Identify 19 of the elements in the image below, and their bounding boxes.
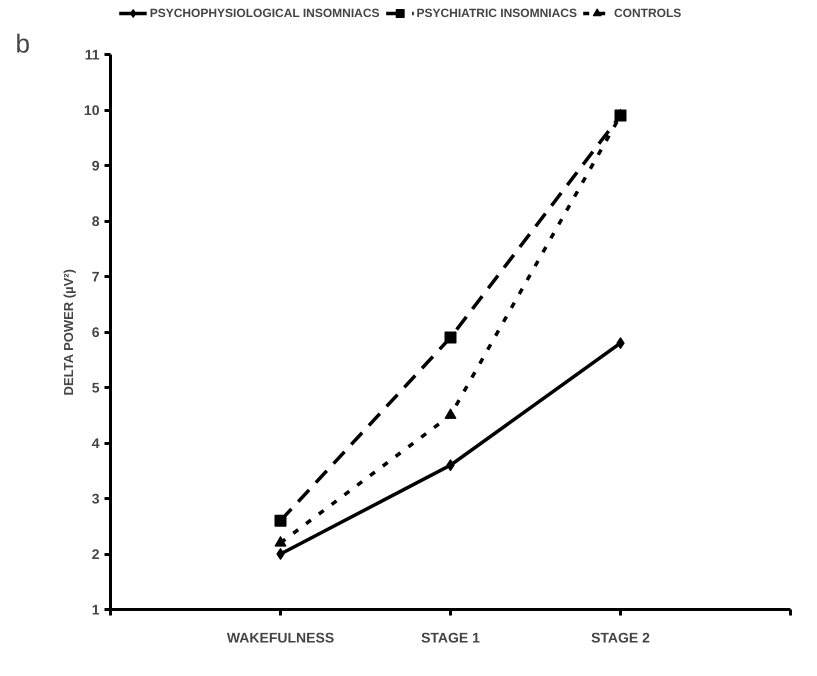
y-tick-label: 10 [84,102,100,118]
y-tick-label: 8 [92,213,100,229]
y-axis-title: DELTA POWER (µV²) [60,269,76,396]
y-tick-label: 7 [92,268,100,284]
y-tick-label: 11 [84,46,100,62]
legend-label: CONTROLS [614,6,682,20]
legend-label: PSYCHOPHYSIOLOGICAL INSOMNIACS [150,6,380,20]
y-tick-label: 6 [92,324,100,340]
y-tick-label: 1 [92,602,100,618]
y-tick-label: 9 [92,158,100,174]
y-tick-label: 2 [92,546,100,562]
x-tick-label: STAGE 2 [591,630,650,646]
legend-label: PSYCHIATRIC INSOMNIACS [416,6,577,20]
y-tick-label: 4 [92,435,100,451]
y-tick-label: 3 [92,490,100,506]
x-tick-label: WAKEFULNESS [226,630,334,646]
x-tick-label: STAGE 1 [421,630,480,646]
text: b [16,28,30,58]
y-tick-label: 5 [92,380,100,396]
